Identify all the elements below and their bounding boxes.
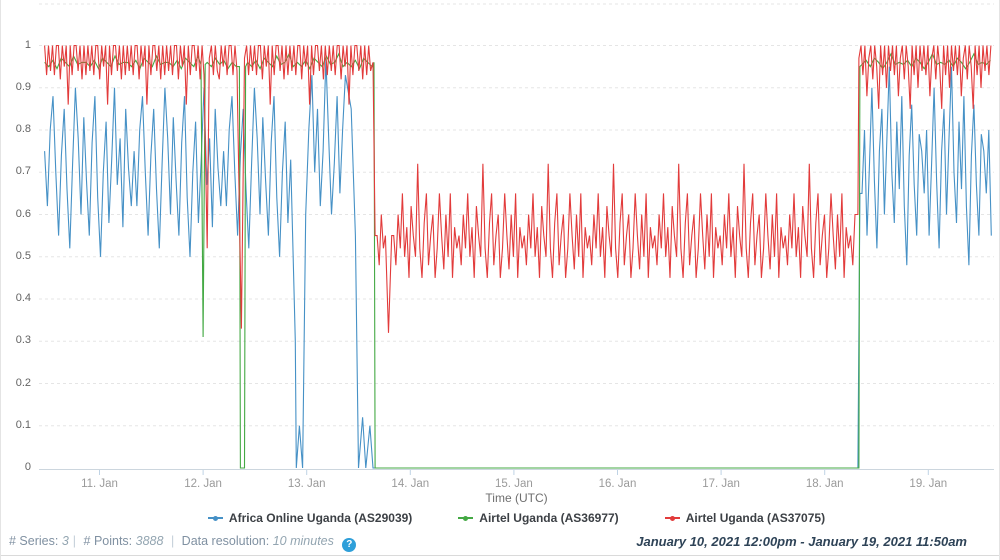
data-resolution-value: 10 minutes — [272, 534, 334, 548]
data-resolution-label: Data resolution: — [181, 534, 270, 548]
chart-stats: # Series: 3 | # Points: 3888 | Data resol… — [9, 534, 357, 552]
legend-item-as37075[interactable]: Airtel Uganda (AS37075) — [664, 511, 826, 525]
x-tick-label: 17. Jan — [702, 478, 740, 490]
x-tick-label: 18. Jan — [805, 478, 844, 490]
legend-line-marker-icon — [664, 515, 680, 521]
x-tick-label: 16. Jan — [598, 478, 637, 490]
x-tick-label: 12. Jan — [184, 478, 222, 490]
x-axis-title: Time (UTC) — [485, 491, 548, 505]
chart-footer: # Series: 3 | # Points: 3888 | Data resol… — [1, 531, 999, 554]
y-tick-label: 0.4 — [15, 292, 31, 304]
footer-divider — [1, 555, 999, 556]
legend-line-marker-icon — [458, 515, 474, 521]
timeseries-chart[interactable]: Time (UTC) 1 0.9 0.8 0.7 0.6 0.5 0.4 0.3 0.2 0.1 0… — [1, 0, 1000, 505]
x-tick-label: 14. Jan — [391, 478, 430, 490]
x-tick-label: 13. Jan — [287, 478, 326, 490]
x-tick-label: 11. Jan — [81, 478, 118, 490]
y-tick-label: 0 — [24, 461, 31, 473]
x-tick-label: 15. Jan — [495, 478, 533, 490]
y-tick-label: 0.2 — [15, 376, 31, 389]
y-tick-label: 0.7 — [15, 165, 31, 178]
legend-line-marker-icon — [207, 515, 223, 521]
series-count-label: # Series: — [9, 534, 59, 548]
y-tick-label: 0.1 — [15, 418, 31, 431]
legend-item-as36977[interactable]: Airtel Uganda (AS36977) — [458, 511, 619, 525]
points-count-label: # Points: — [83, 534, 133, 548]
legend-label: Africa Online Uganda (AS29039) — [228, 511, 413, 525]
y-tick-label: 0.9 — [15, 80, 31, 93]
legend-label: Airtel Uganda (AS37075) — [685, 511, 826, 525]
help-icon[interactable]: ? — [342, 538, 357, 552]
y-tick-label: 0.6 — [15, 207, 31, 220]
series-count-value: 3 — [61, 534, 69, 548]
chart-plot-svg[interactable] — [1, 0, 1000, 505]
legend-label: Airtel Uganda (AS36977) — [479, 511, 619, 525]
y-tick-label: 0.3 — [15, 334, 31, 347]
chart-legend: Africa Online Uganda (AS29039) Airtel Ug… — [39, 511, 994, 525]
points-count-value: 3888 — [135, 534, 164, 548]
legend-item-as29039[interactable]: Africa Online Uganda (AS29039) — [207, 511, 413, 525]
y-tick-label: 1 — [24, 38, 31, 51]
y-tick-label: 0.5 — [15, 249, 31, 262]
x-tick-label: 19. Jan — [909, 478, 948, 490]
date-range-label: January 10, 2021 12:00pm - January 19, 2… — [636, 534, 967, 549]
y-tick-label: 0.8 — [15, 123, 31, 135]
